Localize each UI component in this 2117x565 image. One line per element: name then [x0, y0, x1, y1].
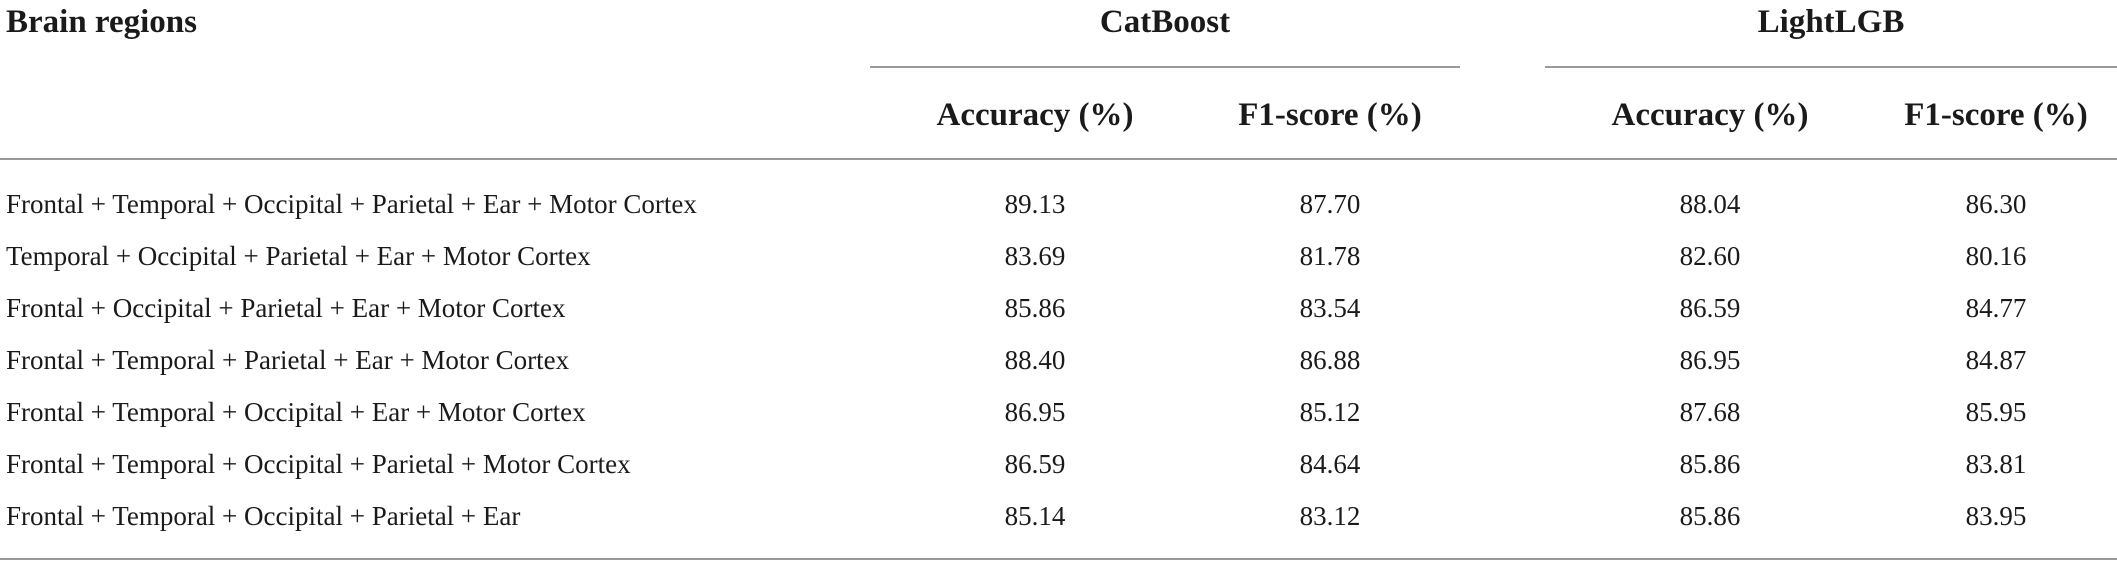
catboost-accuracy-cell: 89.13 — [1004, 189, 1066, 219]
catboost-accuracy-cell: 86.95 — [1004, 397, 1066, 427]
table-row: Frontal + Occipital + Parietal + Ear + M… — [0, 282, 2117, 334]
lightlgb-accuracy-cell: 86.95 — [1679, 345, 1741, 375]
catboost-accuracy-cell: 85.14 — [1004, 501, 1066, 531]
catboost-f1-cell: 83.54 — [1299, 293, 1361, 323]
catboost-f1-cell: 86.88 — [1299, 345, 1361, 375]
region-cell: Frontal + Occipital + Parietal + Ear + M… — [6, 293, 566, 323]
lightlgb-f1-cell: 80.16 — [1965, 241, 2027, 271]
lightlgb-f1-cell: 86.30 — [1965, 189, 2027, 219]
catboost-f1-cell: 87.70 — [1299, 189, 1361, 219]
lightlgb-accuracy-cell: 87.68 — [1679, 397, 1741, 427]
lightlgb-accuracy-cell: 85.86 — [1679, 501, 1741, 531]
lightlgb-group-header: LightLGB — [1757, 4, 1905, 40]
header-bottom-rule — [0, 158, 2117, 160]
catboost-f1-cell: 85.12 — [1299, 397, 1361, 427]
brain-regions-header: Brain regions — [6, 4, 197, 40]
region-cell: Frontal + Temporal + Occipital + Parieta… — [6, 501, 521, 531]
region-cell: Frontal + Temporal + Occipital + Parieta… — [6, 449, 631, 479]
catboost-f1-cell: 81.78 — [1299, 241, 1361, 271]
lightlgb-f1-header: F1-score (%) — [1904, 97, 2088, 133]
catboost-accuracy-cell: 83.69 — [1004, 241, 1066, 271]
table-row: Temporal + Occipital + Parietal + Ear + … — [0, 230, 2117, 282]
region-cell: Frontal + Temporal + Occipital + Ear + M… — [6, 397, 586, 427]
lightlgb-accuracy-cell: 82.60 — [1679, 241, 1741, 271]
region-cell: Temporal + Occipital + Parietal + Ear + … — [6, 241, 591, 271]
catboost-accuracy-cell: 88.40 — [1004, 345, 1066, 375]
table-bottom-rule — [0, 558, 2117, 560]
catboost-f1-cell: 84.64 — [1299, 449, 1361, 479]
lightlgb-group-rule — [1545, 66, 2117, 68]
lightlgb-accuracy-cell: 86.59 — [1679, 293, 1741, 323]
catboost-group-header: CatBoost — [1099, 4, 1231, 40]
table-row: Frontal + Temporal + Occipital + Ear + M… — [0, 386, 2117, 438]
lightlgb-f1-cell: 85.95 — [1965, 397, 2027, 427]
lightlgb-accuracy-cell: 85.86 — [1679, 449, 1741, 479]
lightlgb-f1-cell: 84.87 — [1965, 345, 2027, 375]
table-row: Frontal + Temporal + Parietal + Ear + Mo… — [0, 334, 2117, 386]
table-row: Frontal + Temporal + Occipital + Parieta… — [0, 178, 2117, 230]
catboost-accuracy-cell: 85.86 — [1004, 293, 1066, 323]
lightlgb-f1-cell: 84.77 — [1965, 293, 2027, 323]
table-row: Frontal + Temporal + Occipital + Parieta… — [0, 438, 2117, 490]
catboost-accuracy-cell: 86.59 — [1004, 449, 1066, 479]
lightlgb-f1-cell: 83.81 — [1965, 449, 2027, 479]
table-row: Frontal + Temporal + Occipital + Parieta… — [0, 490, 2117, 542]
lightlgb-accuracy-header: Accuracy (%) — [1611, 97, 1809, 133]
catboost-group-rule — [870, 66, 1460, 68]
lightlgb-accuracy-cell: 88.04 — [1679, 189, 1741, 219]
region-cell: Frontal + Temporal + Parietal + Ear + Mo… — [6, 345, 570, 375]
lightlgb-f1-cell: 83.95 — [1965, 501, 2027, 531]
region-cell: Frontal + Temporal + Occipital + Parieta… — [6, 189, 697, 219]
catboost-f1-cell: 83.12 — [1299, 501, 1361, 531]
catboost-f1-header: F1-score (%) — [1238, 97, 1422, 133]
catboost-accuracy-header: Accuracy (%) — [936, 97, 1134, 133]
